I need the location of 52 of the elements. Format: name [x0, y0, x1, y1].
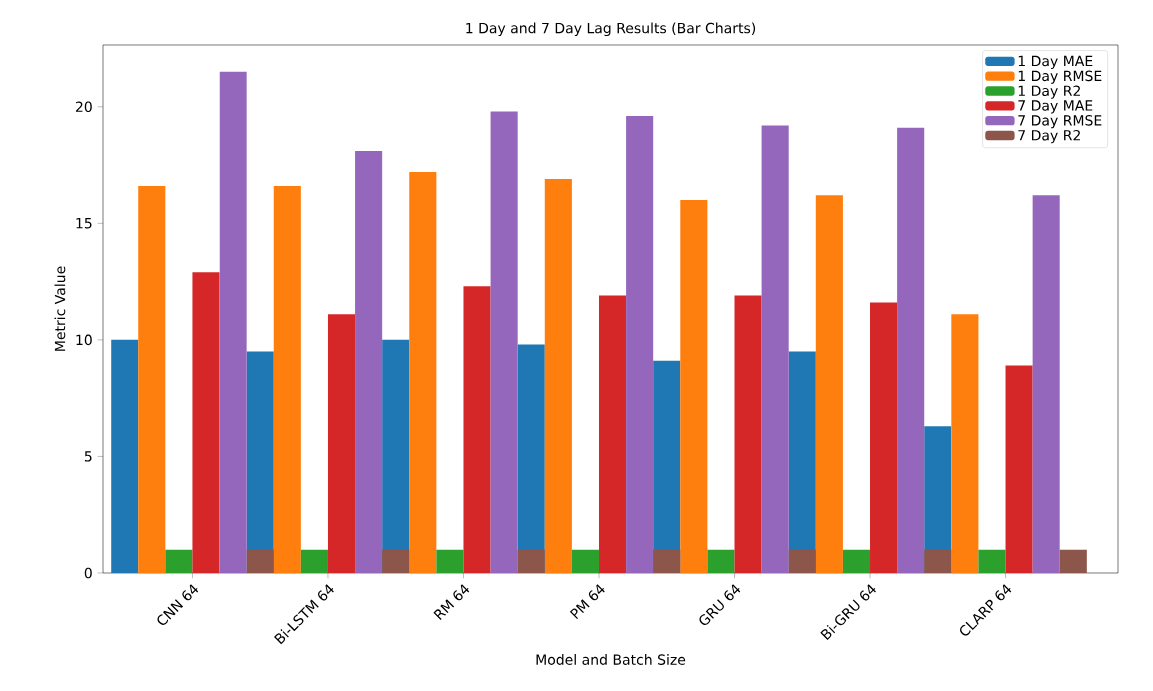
bar [300, 549, 328, 573]
y-tick-label: 0 [84, 567, 92, 579]
bar [1059, 549, 1087, 573]
bar [327, 314, 356, 573]
bar [870, 302, 898, 573]
bar [138, 186, 166, 573]
bar [1032, 195, 1060, 573]
y-tick-label: 5 [84, 451, 92, 462]
bar [517, 549, 545, 573]
bar [571, 549, 599, 573]
bar [897, 127, 925, 573]
y-tick-label: 20 [75, 101, 92, 113]
bar [788, 549, 816, 573]
bar [815, 195, 843, 573]
bar [544, 179, 572, 573]
bar [436, 549, 464, 573]
bar [680, 200, 708, 573]
bar [707, 549, 735, 573]
bar [1005, 365, 1033, 573]
bar [842, 549, 871, 573]
bar [978, 549, 1006, 573]
bar [598, 295, 627, 573]
bar [951, 314, 979, 573]
bar [165, 549, 193, 573]
legend-label: 7 Day RMSE [1018, 115, 1102, 129]
bar [409, 172, 437, 573]
bar [653, 549, 681, 573]
bar [490, 111, 518, 573]
legend-label: 1 Day RMSE [1018, 70, 1102, 84]
bar [192, 272, 220, 573]
bar [273, 186, 301, 573]
bar [111, 339, 139, 573]
bar [924, 549, 952, 573]
legend-label: 7 Day R2 [1018, 129, 1080, 144]
bar [246, 549, 274, 573]
legend-label: 1 Day R2 [1018, 85, 1080, 99]
bar [734, 295, 762, 573]
x-tick-label: RM 64 [433, 584, 470, 620]
bar [463, 286, 491, 573]
bar [355, 151, 383, 573]
bar [382, 549, 410, 573]
legend-label: 7 Day MAE [1018, 100, 1093, 114]
bar [626, 116, 654, 573]
legend-label: 1 Day MAE [1018, 55, 1093, 69]
y-axis-title: Metric Value [54, 266, 66, 351]
x-axis-title: Model and Batch Size [536, 654, 686, 665]
chart-title: 1 Day and 7 Day Lag Results (Bar Charts) [466, 22, 756, 37]
bar [761, 125, 789, 573]
y-tick-label: 15 [76, 218, 92, 229]
bar [219, 71, 247, 573]
x-tick-label: PM 64 [569, 584, 605, 620]
y-tick-label: 10 [76, 334, 92, 346]
